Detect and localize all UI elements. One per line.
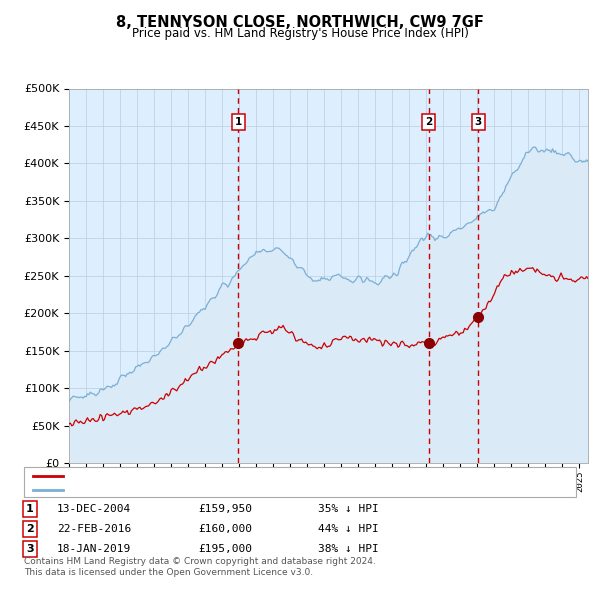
Text: 2: 2 [26,525,34,534]
Text: 3: 3 [26,545,34,554]
Text: 8, TENNYSON CLOSE, NORTHWICH, CW9 7GF (detached house): 8, TENNYSON CLOSE, NORTHWICH, CW9 7GF (d… [69,471,415,481]
Text: Price paid vs. HM Land Registry's House Price Index (HPI): Price paid vs. HM Land Registry's House … [131,27,469,40]
Text: 22-FEB-2016: 22-FEB-2016 [57,525,131,534]
Text: 13-DEC-2004: 13-DEC-2004 [57,504,131,514]
Text: 44% ↓ HPI: 44% ↓ HPI [318,525,379,534]
Text: 35% ↓ HPI: 35% ↓ HPI [318,504,379,514]
Text: 3: 3 [475,117,482,127]
Text: Contains HM Land Registry data © Crown copyright and database right 2024.: Contains HM Land Registry data © Crown c… [24,558,376,566]
Text: 2: 2 [425,117,432,127]
Text: 38% ↓ HPI: 38% ↓ HPI [318,545,379,554]
Text: This data is licensed under the Open Government Licence v3.0.: This data is licensed under the Open Gov… [24,568,313,577]
Text: 18-JAN-2019: 18-JAN-2019 [57,545,131,554]
Text: HPI: Average price, detached house, Cheshire West and Chester: HPI: Average price, detached house, Ches… [69,485,419,494]
Text: £160,000: £160,000 [198,525,252,534]
Text: £195,000: £195,000 [198,545,252,554]
Text: 1: 1 [235,117,242,127]
Text: 8, TENNYSON CLOSE, NORTHWICH, CW9 7GF: 8, TENNYSON CLOSE, NORTHWICH, CW9 7GF [116,15,484,30]
Text: £159,950: £159,950 [198,504,252,514]
Text: 1: 1 [26,504,34,514]
